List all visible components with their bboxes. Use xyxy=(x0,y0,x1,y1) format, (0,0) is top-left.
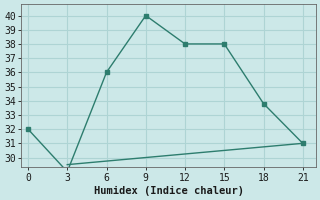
X-axis label: Humidex (Indice chaleur): Humidex (Indice chaleur) xyxy=(94,186,244,196)
